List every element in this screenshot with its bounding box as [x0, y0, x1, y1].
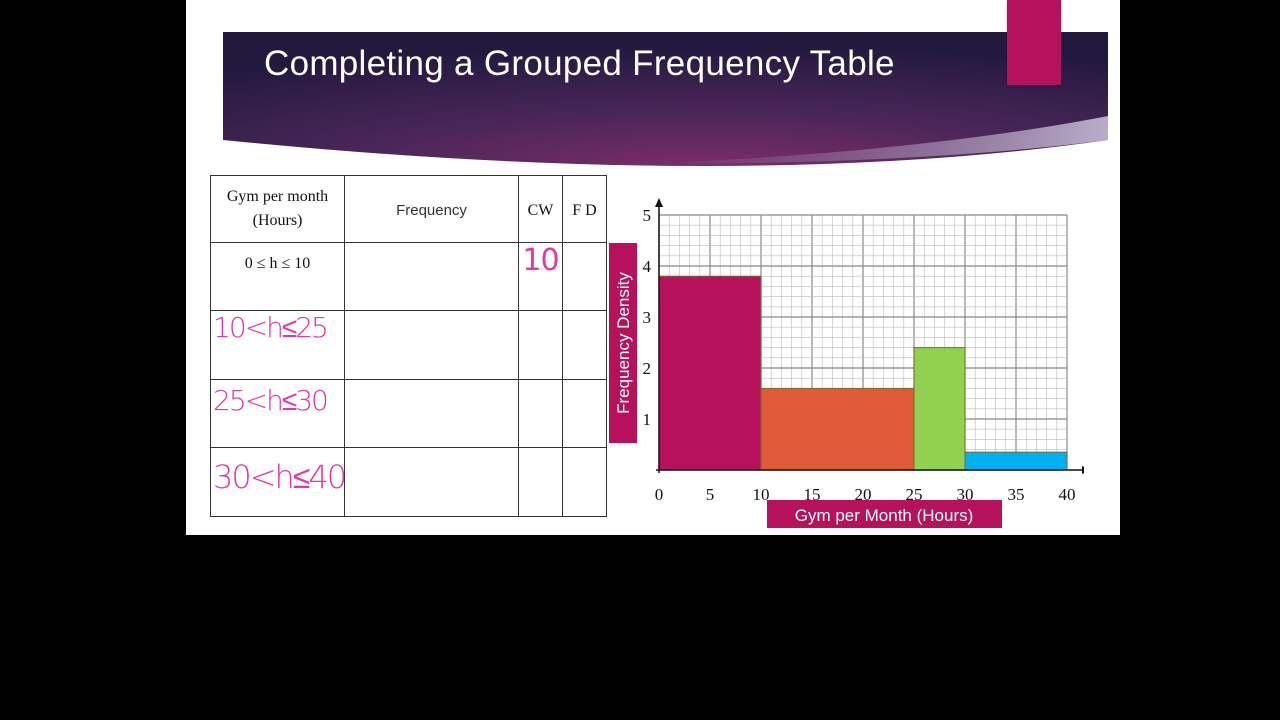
fd-cell[interactable]: [562, 310, 607, 380]
cw-cell[interactable]: [518, 447, 563, 517]
x-tick-label: 5: [706, 485, 715, 504]
frequency-cell[interactable]: [344, 447, 519, 517]
histogram-bar: [658, 275, 762, 471]
interval-cell: 25<h≤30: [210, 379, 345, 448]
frequency-cell[interactable]: [344, 242, 519, 311]
histogram-bar: [913, 347, 966, 471]
y-tick-label: 3: [643, 308, 652, 327]
slide-title: Completing a Grouped Frequency Table: [264, 44, 895, 83]
table-row: 0 ≤ h ≤ 10 10: [210, 242, 607, 311]
cw-cell[interactable]: [518, 310, 563, 380]
cw-cell[interactable]: 10: [518, 242, 563, 311]
x-tick-label: 25: [906, 485, 923, 504]
table-row: 30<h≤40: [210, 447, 607, 517]
interval-cell: 10<h≤25: [210, 310, 345, 380]
x-axis-arrow: [1082, 466, 1084, 474]
y-tick-label: 4: [643, 257, 652, 276]
table-header-row: Gym per month (Hours) Frequency CW F D: [210, 175, 607, 243]
y-tick-label: 1: [643, 410, 652, 429]
x-tick-label: 15: [804, 485, 821, 504]
fd-cell[interactable]: [562, 242, 607, 311]
y-axis-label: Frequency Density: [614, 272, 633, 414]
table-row: 25<h≤30: [210, 379, 607, 448]
header-gym-line1: Gym per month: [226, 188, 329, 205]
header-gym-line2: (Hours): [252, 212, 303, 229]
interval-handwriting: 10<h≤25: [213, 311, 329, 344]
y-tick-label: 5: [643, 206, 652, 225]
x-axis-label-box: [767, 500, 1002, 528]
interval-handwriting: 30<h≤40: [213, 458, 347, 496]
interval-handwriting: 25<h≤30: [213, 384, 329, 417]
cw-cell[interactable]: [518, 379, 563, 448]
accent-tab: [1007, 0, 1061, 85]
x-tick-label: 10: [753, 485, 770, 504]
x-tick-label: 0: [655, 485, 664, 504]
title-banner: [223, 32, 1108, 166]
bars: [658, 275, 1068, 471]
header-cw: CW: [518, 175, 563, 243]
y-axis-label-box: [609, 243, 637, 443]
fd-cell[interactable]: [562, 379, 607, 448]
x-tick-label: 35: [1008, 485, 1025, 504]
axes: [655, 198, 1084, 474]
table-row: 10<h≤25: [210, 310, 607, 380]
frequency-table: Gym per month (Hours) Frequency CW F D 0…: [210, 175, 607, 517]
x-tick-label: 20: [855, 485, 872, 504]
x-axis-label: Gym per Month (Hours): [795, 506, 974, 525]
slide: Completing a Grouped Frequency Table Gym…: [186, 0, 1120, 535]
histogram-bar: [964, 451, 1068, 471]
histogram: 0 5 10 15 20 25 30 35 40 1 2 3 4 5 Gym per Month (Hou…: [609, 198, 1084, 528]
tick-labels: 0 5 10 15 20 25 30 35 40 1 2 3 4 5: [643, 206, 1076, 504]
x-tick-label: 40: [1059, 485, 1076, 504]
x-tick-label: 30: [957, 485, 974, 504]
header-gym-hours: Gym per month (Hours): [210, 175, 345, 243]
frequency-cell[interactable]: [344, 310, 519, 380]
interval-cell: 30<h≤40: [210, 447, 347, 517]
y-tick-label: 2: [643, 359, 652, 378]
fd-cell[interactable]: [562, 447, 607, 517]
header-frequency: Frequency: [344, 175, 519, 243]
histogram-bar: [760, 387, 915, 471]
interval-cell: 0 ≤ h ≤ 10: [210, 242, 345, 311]
frequency-cell[interactable]: [344, 379, 519, 448]
y-axis-arrow: [655, 198, 663, 207]
header-fd: F D: [562, 175, 607, 243]
